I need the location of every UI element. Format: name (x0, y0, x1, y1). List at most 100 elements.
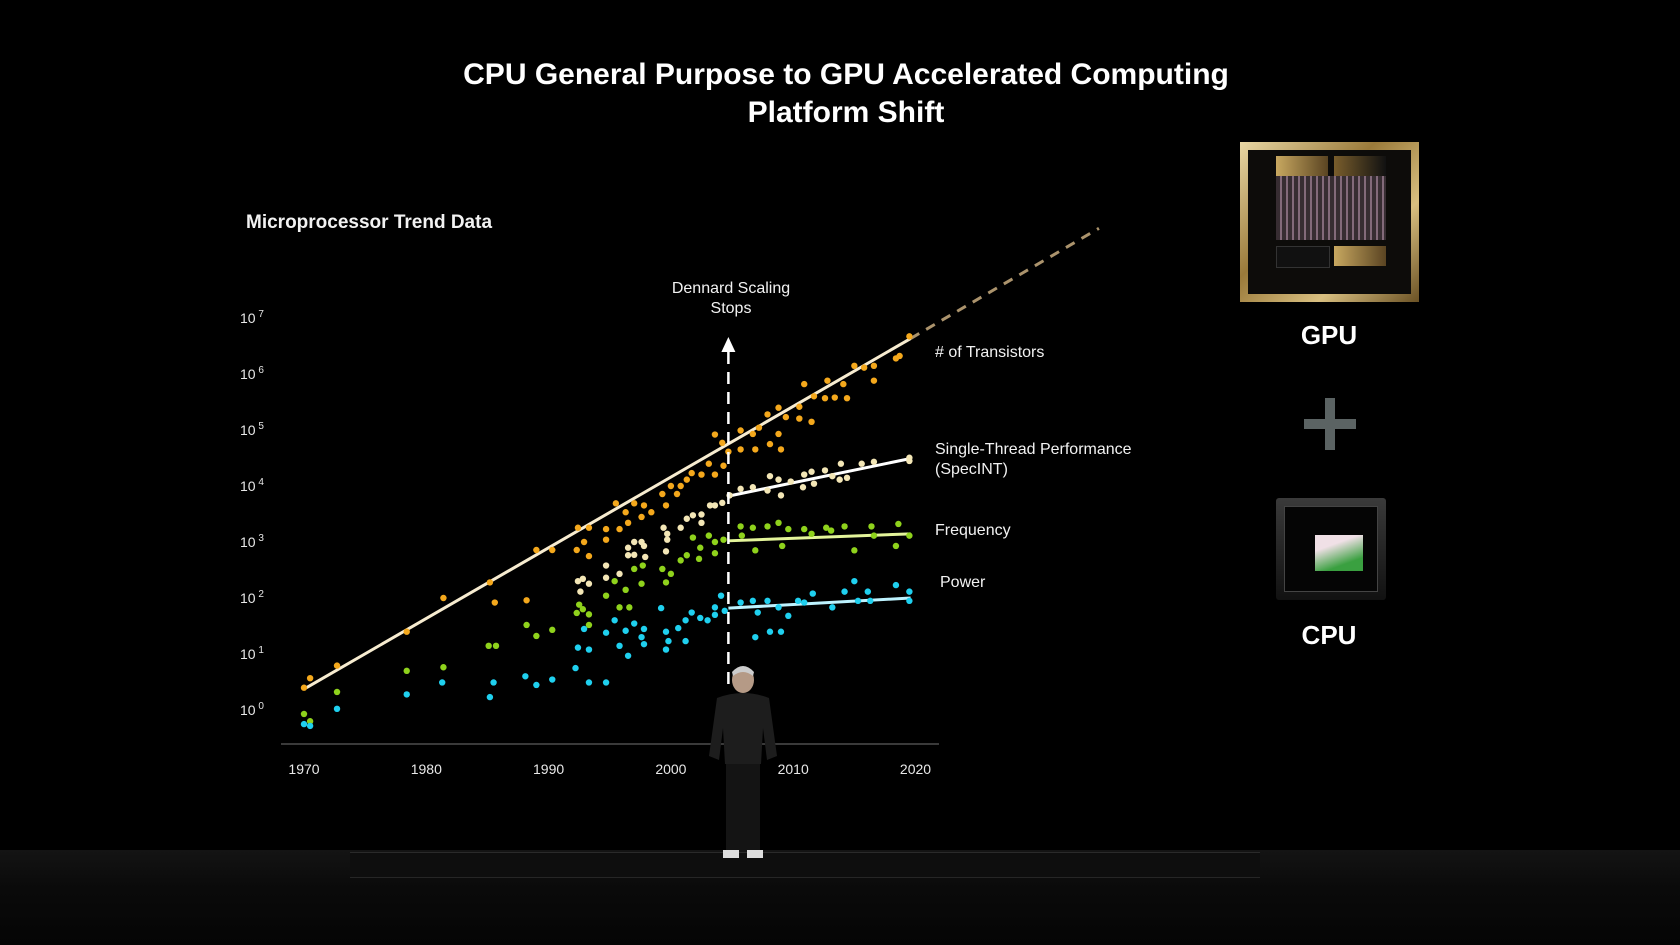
legend-transistors: # of Transistors (935, 344, 1045, 361)
data-point-2 (683, 552, 690, 559)
data-point-3 (403, 691, 410, 698)
data-point-0 (711, 431, 719, 438)
data-point-3 (665, 637, 672, 645)
x-tick-label: 1980 (411, 761, 442, 777)
data-point-0 (585, 524, 593, 531)
data-point-1 (677, 524, 684, 531)
data-point-3 (662, 646, 670, 653)
data-point-3 (906, 597, 913, 605)
data-point-2 (639, 562, 646, 569)
data-point-0 (300, 684, 308, 691)
gpu-chip-image (1240, 142, 1419, 302)
data-point-3 (657, 604, 665, 612)
data-point-3 (688, 609, 695, 616)
data-point-3 (794, 597, 802, 605)
data-point-3 (580, 625, 588, 633)
data-point-0 (631, 500, 638, 507)
data-point-0 (796, 403, 803, 410)
data-point-0 (719, 439, 726, 447)
data-point-0 (638, 513, 645, 521)
data-point-3 (662, 628, 670, 635)
y-tick-label: 10 5 (240, 421, 264, 438)
data-point-0 (573, 546, 580, 554)
data-point-0 (533, 546, 540, 554)
data-point-0 (403, 628, 410, 635)
data-point-0 (705, 460, 713, 467)
data-point-0 (616, 525, 623, 533)
data-point-0 (737, 427, 744, 434)
data-point-1 (777, 492, 785, 499)
data-point-3 (602, 629, 610, 636)
data-point-2 (533, 632, 540, 640)
data-point-3 (711, 604, 719, 611)
data-point-2 (585, 611, 593, 618)
axes: 1970 1980 1990 2000 2010 2020 10 0 10 1 10 2 10 3… (240, 309, 939, 777)
data-point-2 (697, 544, 704, 551)
data-point-3 (572, 664, 579, 672)
data-point-3 (640, 640, 648, 648)
y-tick-label: 10 4 (240, 477, 264, 494)
data-point-3 (809, 590, 816, 597)
data-point-1 (585, 580, 593, 587)
data-point-3 (906, 588, 913, 595)
dennard-line (721, 337, 736, 690)
data-point-1 (683, 515, 690, 522)
data-point-2 (778, 542, 786, 550)
data-point-1 (837, 460, 845, 467)
data-point-3 (867, 597, 874, 605)
data-point-2 (868, 523, 875, 530)
trend-extension-line (909, 226, 1100, 340)
data-point-3 (616, 642, 623, 650)
trend-line-1 (728, 457, 911, 498)
slide-title: CPU General Purpose to GPU Accelerated C… (0, 56, 1680, 132)
data-point-2 (785, 525, 792, 533)
data-point-2 (892, 542, 900, 550)
data-point-3 (549, 676, 556, 683)
data-point-3 (854, 597, 862, 605)
data-point-2 (764, 523, 771, 530)
data-point-3 (638, 633, 645, 641)
data-point-0 (662, 502, 670, 509)
data-point-3 (754, 609, 761, 616)
data-point-1 (624, 552, 632, 559)
data-point-1 (775, 476, 782, 483)
data-point-2 (440, 664, 447, 671)
data-point-3 (764, 597, 771, 605)
y-tick-label: 10 7 (240, 309, 264, 326)
data-point-1 (749, 484, 757, 491)
data-point-3 (631, 620, 638, 627)
data-point-1 (836, 476, 843, 483)
data-points (300, 333, 913, 730)
legend-single-thread: Single-Thread Performance (SpecINT) (935, 440, 1132, 480)
data-point-1 (664, 536, 671, 543)
y-tick-label: 10 0 (240, 701, 264, 718)
data-point-3 (864, 588, 872, 595)
data-point-3 (486, 693, 494, 701)
data-point-2 (492, 642, 500, 650)
data-point-3 (752, 633, 759, 641)
data-point-0 (667, 482, 675, 490)
data-point-0 (612, 500, 620, 507)
data-point-2 (775, 519, 782, 527)
data-point-2 (689, 534, 697, 541)
data-point-2 (827, 527, 835, 534)
data-point-1 (706, 502, 714, 509)
data-point-1 (737, 485, 744, 493)
data-point-2 (403, 667, 410, 675)
data-point-3 (841, 588, 848, 595)
presenter-figure (709, 666, 777, 858)
data-point-0 (831, 394, 838, 401)
data-point-2 (631, 565, 638, 573)
data-point-0 (683, 476, 690, 483)
data-point-3 (622, 627, 629, 634)
data-point-3 (585, 646, 593, 653)
data-point-0 (688, 469, 695, 477)
data-point-1 (719, 499, 726, 507)
data-point-3 (611, 617, 618, 624)
data-point-2 (485, 642, 492, 650)
data-point-0 (624, 519, 632, 527)
data-point-3 (749, 597, 757, 605)
data-point-0 (602, 536, 610, 543)
data-point-0 (648, 509, 655, 516)
data-point-0 (720, 462, 727, 469)
